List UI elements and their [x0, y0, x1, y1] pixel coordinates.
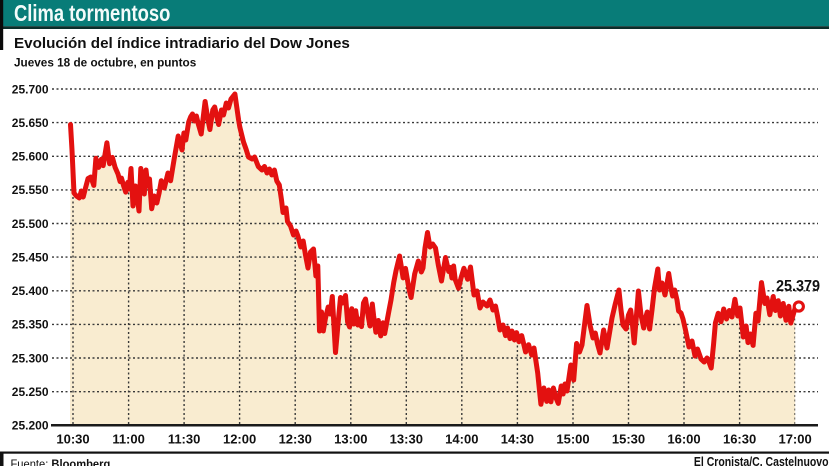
svg-text:25.200: 25.200: [12, 419, 49, 433]
svg-text:25.500: 25.500: [12, 217, 49, 231]
svg-text:Evolución del índice intradiar: Evolución del índice intradiario del Dow…: [14, 35, 350, 52]
svg-text:10:30: 10:30: [56, 432, 89, 447]
svg-text:25.600: 25.600: [12, 150, 49, 164]
svg-text:25.700: 25.700: [12, 82, 49, 96]
svg-text:25.350: 25.350: [12, 318, 49, 332]
svg-text:Jueves 18 de octubre, en punto: Jueves 18 de octubre, en puntos: [14, 55, 197, 69]
svg-text:Clima tormentoso: Clima tormentoso: [14, 1, 170, 26]
svg-text:13:00: 13:00: [334, 432, 367, 447]
svg-text:11:00: 11:00: [112, 432, 145, 447]
svg-text:15:30: 15:30: [612, 432, 645, 447]
svg-text:11:30: 11:30: [168, 432, 201, 447]
svg-text:16:30: 16:30: [723, 432, 756, 447]
svg-text:Fuente: Bloomberg: Fuente: Bloomberg: [11, 459, 111, 466]
svg-text:25.250: 25.250: [12, 385, 49, 399]
svg-text:14:30: 14:30: [501, 432, 534, 447]
svg-text:17:00: 17:00: [778, 432, 811, 447]
svg-text:15:00: 15:00: [556, 432, 589, 447]
svg-text:12:00: 12:00: [223, 432, 256, 447]
svg-text:25.300: 25.300: [12, 351, 49, 365]
svg-text:25.650: 25.650: [12, 116, 49, 130]
svg-text:25.379: 25.379: [776, 277, 820, 295]
svg-text:25.550: 25.550: [12, 183, 49, 197]
svg-text:25.450: 25.450: [12, 250, 49, 264]
svg-text:14:00: 14:00: [445, 432, 478, 447]
svg-text:El Cronista/C. Castelnuovo: El Cronista/C. Castelnuovo: [694, 456, 829, 466]
svg-text:13:30: 13:30: [390, 432, 423, 447]
svg-text:16:00: 16:00: [667, 432, 700, 447]
svg-text:25.400: 25.400: [12, 284, 49, 298]
svg-text:12:30: 12:30: [279, 432, 312, 447]
